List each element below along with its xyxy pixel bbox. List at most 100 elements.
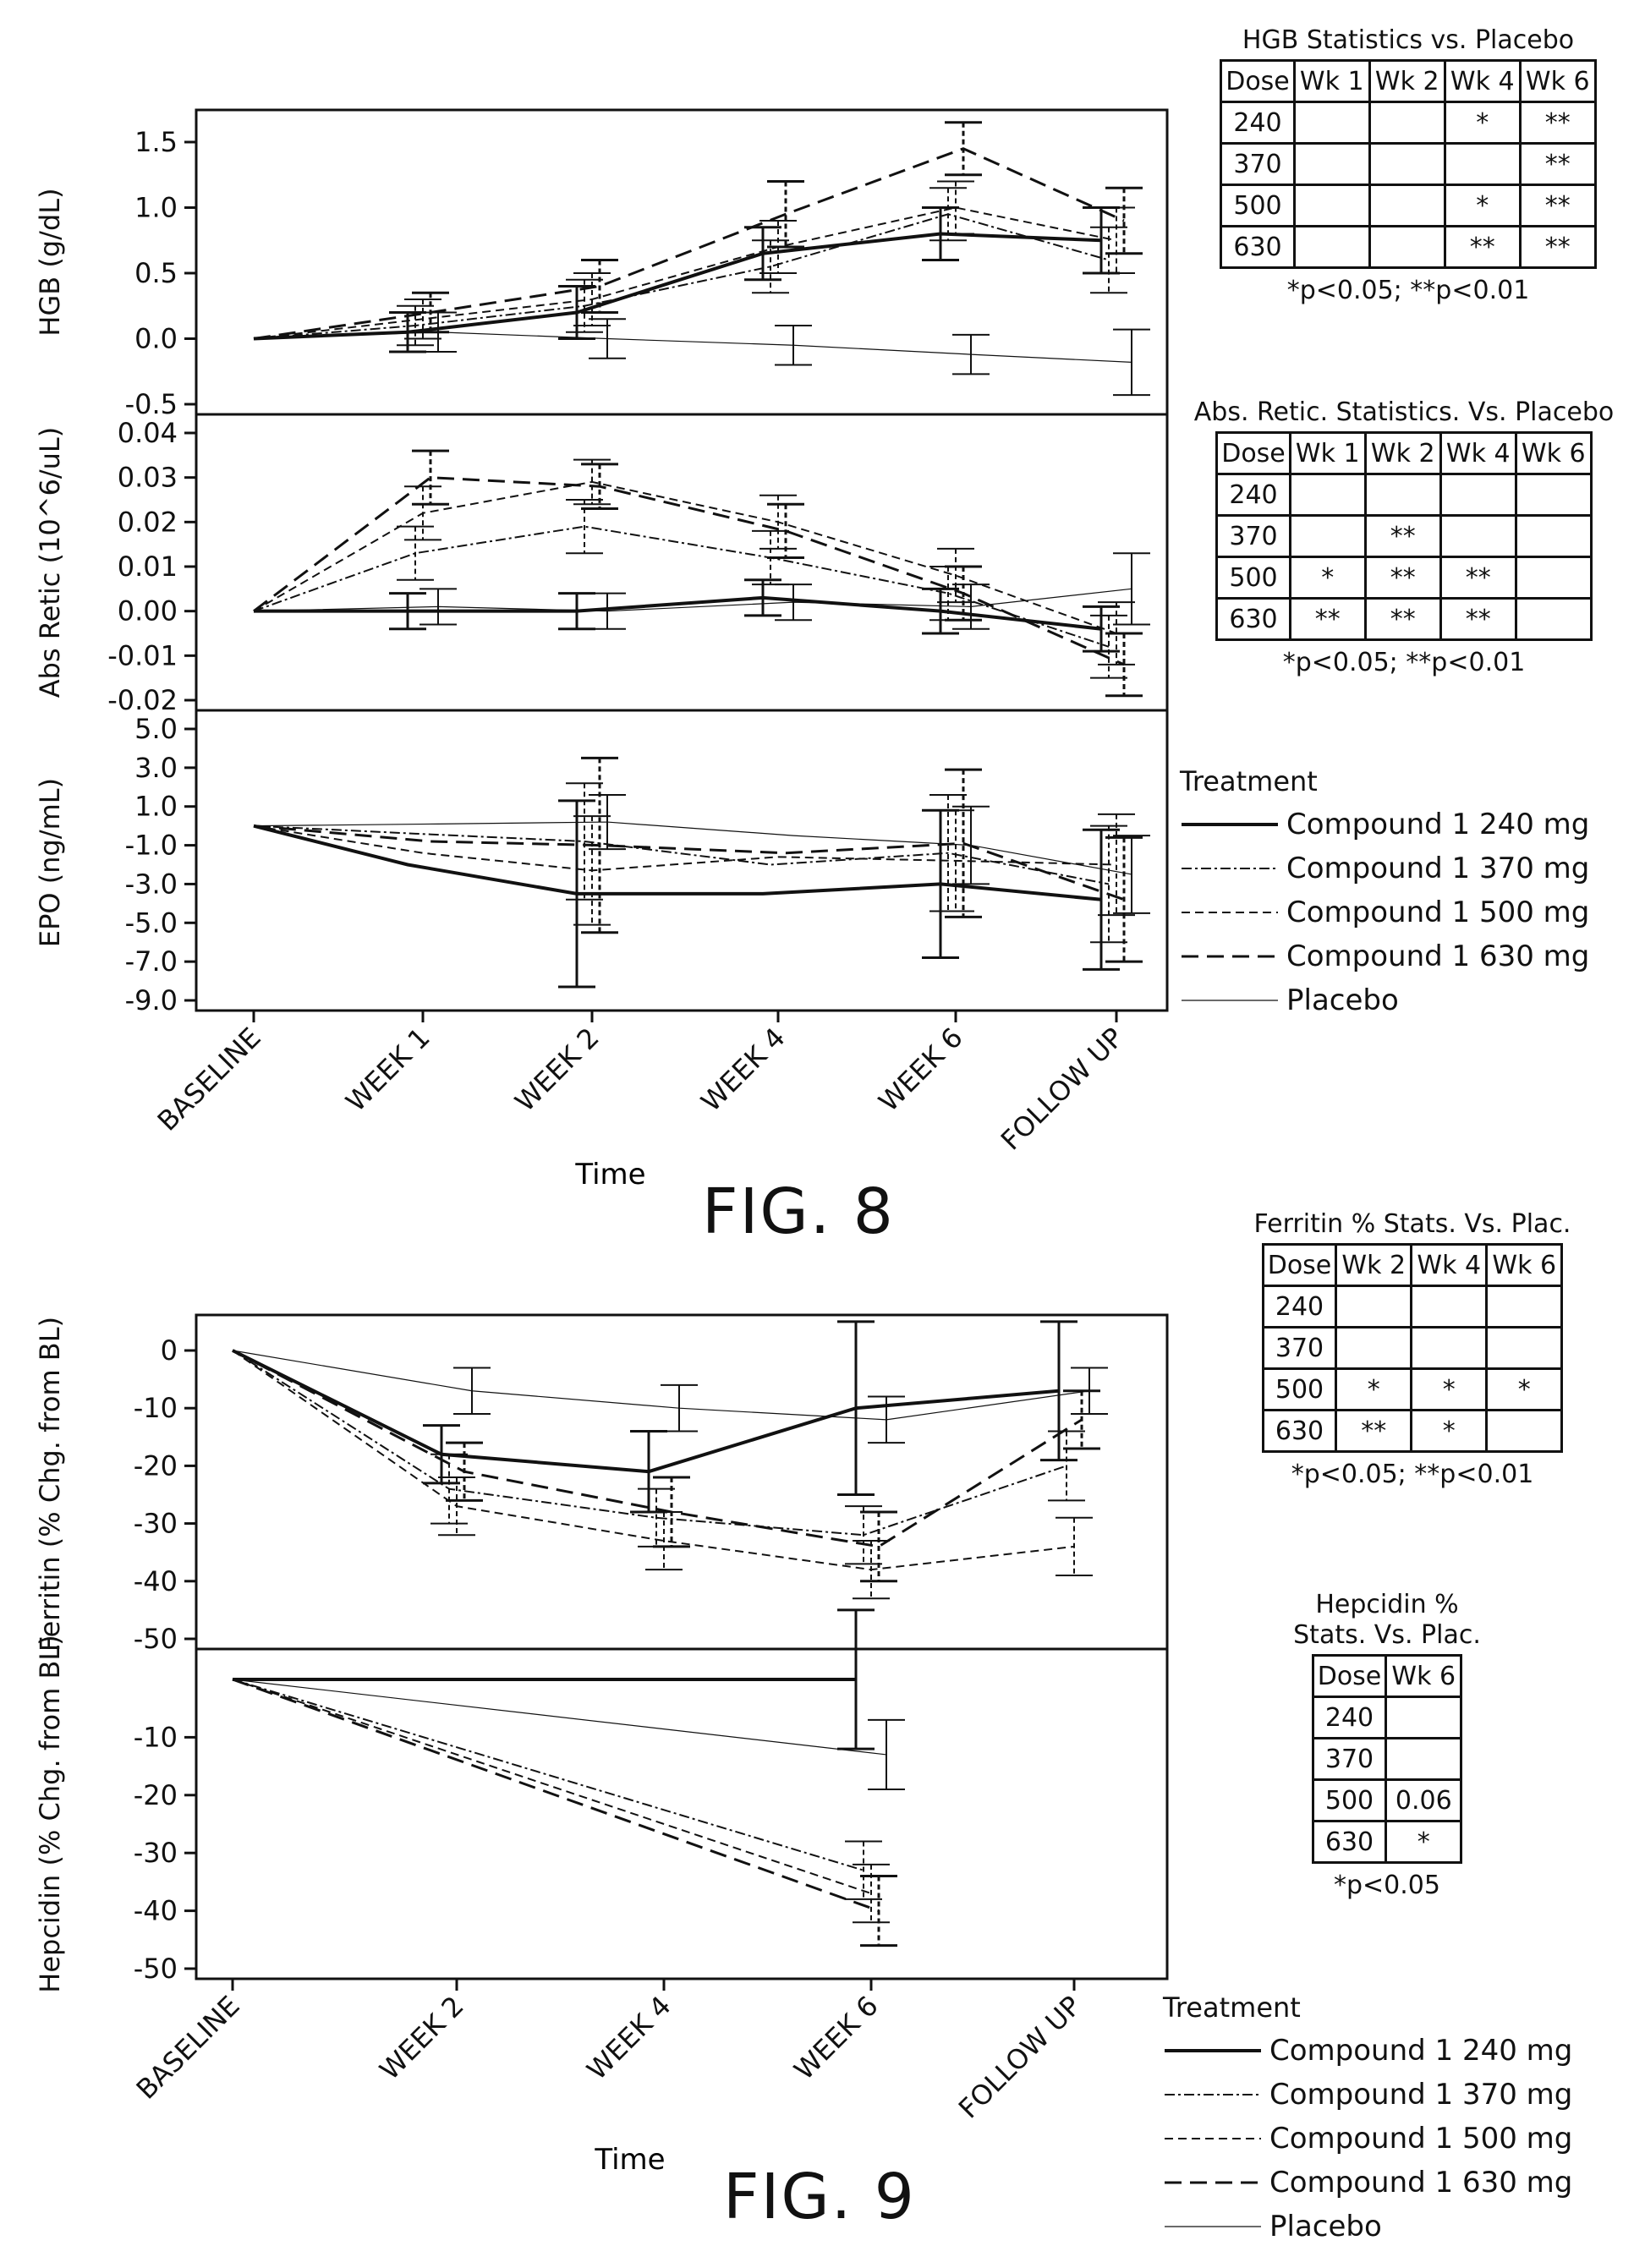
hgb-table-cell: ** (1518, 142, 1597, 186)
hgb-ytick-label: 1.5 (134, 126, 178, 158)
fig9-legend-swatch (1165, 2049, 1261, 2052)
ferritin-ytick-label: -30 (134, 1508, 178, 1540)
ferritin-table-cell (1335, 1285, 1413, 1328)
epo-ytick-label: 1.0 (134, 791, 178, 823)
epo-series-line (253, 824, 1110, 885)
hepcidin-table-cell: 500 (1311, 1778, 1388, 1822)
hgb-stats-table: Dose Wk 1 Wk 2 Wk 4 Wk 6 240 * ** 370 ** 500 * ** 630… (1220, 59, 1597, 269)
epo-series-line (253, 821, 1132, 875)
hgb-header-cell: Wk 4 (1443, 59, 1522, 103)
hgb-ytick-label: 0.0 (134, 323, 178, 355)
fig8-legend-title: Treatment (1180, 765, 1318, 797)
ferritin-table-cell (1410, 1326, 1489, 1370)
hepcidin-xtick-label: FOLLOW UP (952, 1990, 1088, 2125)
hgb-table-cell (1292, 225, 1371, 269)
hepcidin-table-cell (1385, 1737, 1463, 1781)
ferritin-ytick-label: -50 (134, 1623, 178, 1655)
ferritin-series-line (232, 1350, 1075, 1571)
hgb-table-cell: * (1443, 101, 1522, 145)
retic-table-cell: ** (1439, 556, 1517, 600)
fig9-legend-label: Placebo (1269, 2210, 1382, 2243)
retic-table-cell (1514, 473, 1593, 517)
hepcidin-xtick-label: BASELINE (130, 1990, 246, 2106)
epo-ytick-label: -3.0 (125, 868, 178, 900)
abs-retic-ytick-label: 0.00 (118, 595, 178, 627)
hgb-table-header: Dose Wk 1 Wk 2 Wk 4 Wk 6 (1220, 59, 1597, 103)
fig8-legend: Treatment Compound 1 240 mg Compound 1 37… (1180, 765, 1637, 1022)
hgb-stats-footnote: *p<0.05; **p<0.01 (1286, 276, 1530, 305)
hepcidin-table-cell: * (1385, 1820, 1463, 1864)
retic-header-cell: Wk 4 (1439, 431, 1517, 475)
retic-table-cell: ** (1363, 597, 1442, 641)
ferritin-stats-table: Dose Wk 2 Wk 4 Wk 6 240 370 500 * * * 630 ** * (1261, 1243, 1564, 1453)
retic-table-cell (1514, 597, 1593, 641)
hgb-table-cell: * (1443, 184, 1522, 227)
retic-header-cell: Dose (1215, 431, 1291, 475)
ferritin-table-header: Dose Wk 2 Wk 4 Wk 6 (1261, 1243, 1564, 1287)
retic-header-cell: Wk 6 (1514, 431, 1593, 475)
epo-ytick-label: 3.0 (134, 752, 178, 784)
epo-ytick-label: 5.0 (134, 713, 178, 745)
hepcidin-table-cell (1385, 1696, 1463, 1739)
fig8-legend-swatch (1182, 823, 1278, 826)
fig9-legend-title: Treatment (1163, 1991, 1301, 2024)
hgb-table-cell: ** (1518, 184, 1597, 227)
hepcidin-stats-table: Dose Wk 6 240 370 500 0.06 630 * (1311, 1654, 1463, 1864)
fig8-legend-swatch (1182, 1000, 1278, 1001)
fig8-legend-label: Compound 1 500 mg (1286, 896, 1590, 929)
hepcidin-stats: Hepcidin % Stats. Vs. Plac. Dose Wk 6 240 3… (1252, 1590, 1522, 1900)
hepcidin-header-cell: Dose (1311, 1654, 1388, 1698)
retic-table-row: 370 ** (1215, 514, 1593, 558)
ferritin-ytick-label: -20 (134, 1449, 178, 1482)
abs-retic-ytick-label: -0.01 (107, 639, 178, 671)
hgb-header-cell: Wk 6 (1518, 59, 1597, 103)
ferritin-stats: Ferritin % Stats. Vs. Plac. Dose Wk 2 Wk 4… (1209, 1209, 1615, 1489)
fig8-legend-item: Placebo (1180, 978, 1637, 1022)
fig8-caption: FIG. 8 (702, 1175, 895, 1248)
fig9-caption: FIG. 9 (723, 2161, 916, 2233)
fig8-legend-swatch (1182, 868, 1278, 869)
epo-plot-frame (195, 709, 1169, 1012)
fig8-legend-label: Compound 1 240 mg (1286, 808, 1590, 841)
hgb-plot-frame (195, 108, 1169, 416)
hgb-series-line (253, 206, 1117, 340)
hgb-table-cell: 240 (1220, 101, 1296, 145)
hgb-header-cell: Wk 2 (1368, 59, 1446, 103)
abs-retic-ytick-label: 0.02 (118, 506, 178, 538)
hgb-table-cell: 370 (1220, 142, 1296, 186)
hgb-header-cell: Wk 1 (1292, 59, 1371, 103)
retic-table-cell: ** (1363, 556, 1442, 600)
hgb-table-cell (1368, 225, 1446, 269)
epo-ytick-label: -7.0 (125, 945, 178, 978)
abs-retic-series-line (253, 476, 1125, 666)
fig9-legend-label: Compound 1 500 mg (1269, 2122, 1573, 2156)
hgb-table-cell (1292, 184, 1371, 227)
epo-ylabel: EPO (ng/mL) (34, 778, 66, 947)
ferritin-table-row: 500 * * * (1261, 1367, 1564, 1411)
hepcidin-table-cell: 370 (1311, 1737, 1388, 1781)
abs-retic-series-line (253, 588, 1132, 612)
retic-table-cell: ** (1439, 597, 1517, 641)
ferritin-table-cell: 500 (1261, 1367, 1338, 1411)
hepcidin-table-row: 240 (1311, 1696, 1463, 1739)
hgb-table-cell: ** (1518, 225, 1597, 269)
hgb-series-line (253, 213, 1110, 340)
ferritin-header-cell: Wk 6 (1485, 1243, 1564, 1287)
fig9-legend-label: Compound 1 370 mg (1269, 2078, 1573, 2112)
ferritin-table-cell: * (1335, 1367, 1413, 1411)
hgb-series-line (253, 331, 1132, 363)
retic-table-cell (1514, 556, 1593, 600)
ferritin-header-cell: Dose (1261, 1243, 1338, 1287)
epo-xtick-label: WEEK 4 (694, 1022, 791, 1118)
hepcidin-series-line (232, 1679, 864, 1871)
ferritin-table-cell: * (1485, 1367, 1564, 1411)
hgb-table-cell (1292, 101, 1371, 145)
hgb-header-cell: Dose (1220, 59, 1296, 103)
hgb-ytick-label: 1.0 (134, 192, 178, 224)
fig9-legend: Treatment Compound 1 240 mg Compound 1 37… (1163, 1991, 1637, 2249)
ferritin-header-cell: Wk 2 (1335, 1243, 1413, 1287)
hgb-table-row: 630 ** ** (1220, 225, 1597, 269)
epo-xtick-label: WEEK 1 (339, 1022, 436, 1118)
fig8-xlabel: Time (574, 1158, 645, 1192)
fig8-legend-swatch (1182, 955, 1278, 958)
